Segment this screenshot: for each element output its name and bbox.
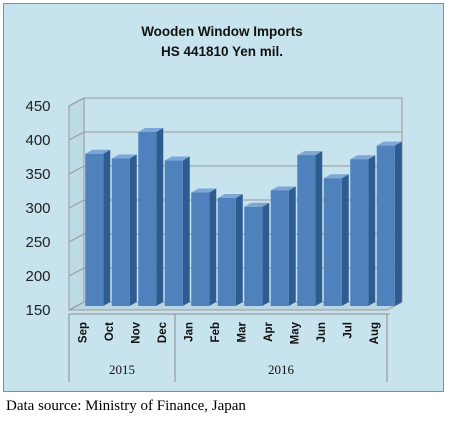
gridline (68, 267, 402, 277)
gridline (68, 165, 402, 175)
y-tick-label: 250 (25, 234, 50, 251)
bar-top (111, 154, 137, 159)
plot-area: 150 200 250 300 350 400 450 Sep Oct Nov Dec Jan Feb M… (25, 97, 403, 382)
group-label: 2016 (268, 362, 295, 377)
bar (217, 197, 236, 306)
bar (111, 158, 130, 306)
chart-title: Wooden Window Imports (141, 24, 303, 39)
y-tick-label: 150 (25, 302, 50, 319)
bar-top (350, 155, 376, 160)
bar (244, 206, 263, 306)
gridline (68, 301, 402, 311)
bar-side (209, 188, 217, 306)
x-tick-label: Nov (130, 321, 142, 343)
bar (323, 178, 342, 306)
x-tick-label: Feb (210, 322, 222, 342)
x-tick-label: Sep (77, 322, 89, 343)
x-tick-label: Mar (236, 321, 248, 342)
bar (297, 155, 316, 306)
source-note: Data source: Ministry of Finance, Japan (6, 398, 246, 414)
chart-svg: Wooden Window Imports HS 441810 Yen mil.… (25, 24, 403, 382)
bar-side (341, 174, 349, 306)
y-tick-label: 400 (25, 132, 50, 149)
bar-side (394, 141, 402, 306)
bar-side (315, 151, 323, 306)
x-tick-label: Jul (342, 322, 354, 339)
bar (376, 145, 395, 306)
y-tick-label: 200 (25, 268, 50, 285)
x-tick-label: Jan (183, 322, 195, 342)
chart-area: Wooden Window Imports HS 441810 Yen mil.… (3, 3, 444, 392)
bar-side (288, 186, 296, 306)
bar (85, 153, 104, 306)
x-tick-label: Apr (263, 321, 275, 341)
bar (270, 190, 289, 306)
bar-side (156, 128, 164, 306)
bar-top (323, 174, 349, 179)
bar-side (235, 193, 243, 306)
bar-top (138, 128, 164, 132)
bar-side (182, 156, 190, 306)
x-tick-label: Dec (157, 321, 169, 343)
bar-top (85, 149, 111, 154)
bar-top (376, 141, 402, 146)
bar (191, 192, 210, 306)
group-label: 2015 (109, 362, 135, 377)
gridline (68, 233, 402, 243)
bar-top (164, 156, 190, 161)
bar-top (297, 151, 323, 156)
bar (350, 159, 369, 306)
y-tick-label: 350 (25, 166, 50, 183)
bar (138, 132, 157, 306)
y-tick-label: 300 (25, 200, 50, 217)
y-tick-label: 450 (25, 98, 50, 115)
bar (164, 160, 183, 306)
bar-top (191, 188, 217, 193)
bar-top (270, 186, 296, 191)
bar-side (103, 149, 111, 306)
bar-top (244, 202, 270, 207)
chart-subtitle: HS 441810 Yen mil. (161, 44, 283, 59)
x-tick-label: May (289, 321, 301, 344)
bar-side (262, 202, 270, 306)
x-tick-label: Jun (316, 322, 328, 342)
x-tick-label: Oct (104, 322, 116, 341)
gridline (68, 97, 402, 107)
bar-top (217, 193, 243, 198)
bar-side (368, 155, 376, 306)
bar-side (129, 154, 137, 306)
gridline (68, 131, 402, 141)
x-tick-label: Aug (369, 322, 381, 344)
gridline (68, 199, 402, 209)
